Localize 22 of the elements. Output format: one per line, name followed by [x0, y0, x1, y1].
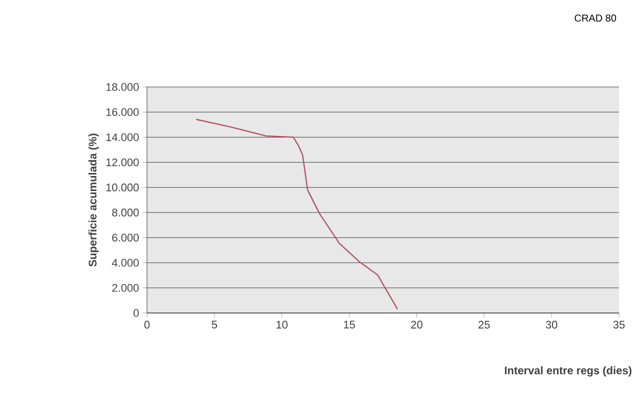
y-tick-label: 6.000 — [112, 234, 139, 242]
x-tick-label: 10 — [276, 320, 288, 329]
y-tick-label: 8.000 — [112, 208, 139, 216]
line-series — [195, 118, 398, 310]
x-axis-title: Interval entre regs (dies) — [504, 366, 632, 377]
y-tick-label: 4.000 — [112, 258, 139, 267]
x-tick-label: 25 — [478, 320, 490, 329]
x-tick-label: 20 — [411, 320, 422, 329]
y-tick-label: 2.000 — [112, 284, 139, 292]
y-tick-label: 10.000 — [106, 184, 139, 192]
y-tick-label: 0 — [134, 309, 139, 317]
x-tick-label: 30 — [546, 320, 558, 329]
y-tick-label: 16.000 — [106, 108, 139, 116]
y-axis-title: Superficie acumulada (%) — [88, 134, 99, 267]
x-tick-label: 0 — [144, 320, 150, 329]
x-tick-label: 15 — [344, 320, 355, 328]
x-tick-label: 5 — [212, 320, 218, 328]
x-tick-label: 35 — [613, 320, 625, 329]
y-tick-label: 12.000 — [106, 158, 139, 166]
chart-title: CRAD 80 — [574, 14, 616, 22]
y-tick-label: 18.000 — [106, 83, 139, 91]
y-tick-label: 14.000 — [106, 133, 139, 142]
